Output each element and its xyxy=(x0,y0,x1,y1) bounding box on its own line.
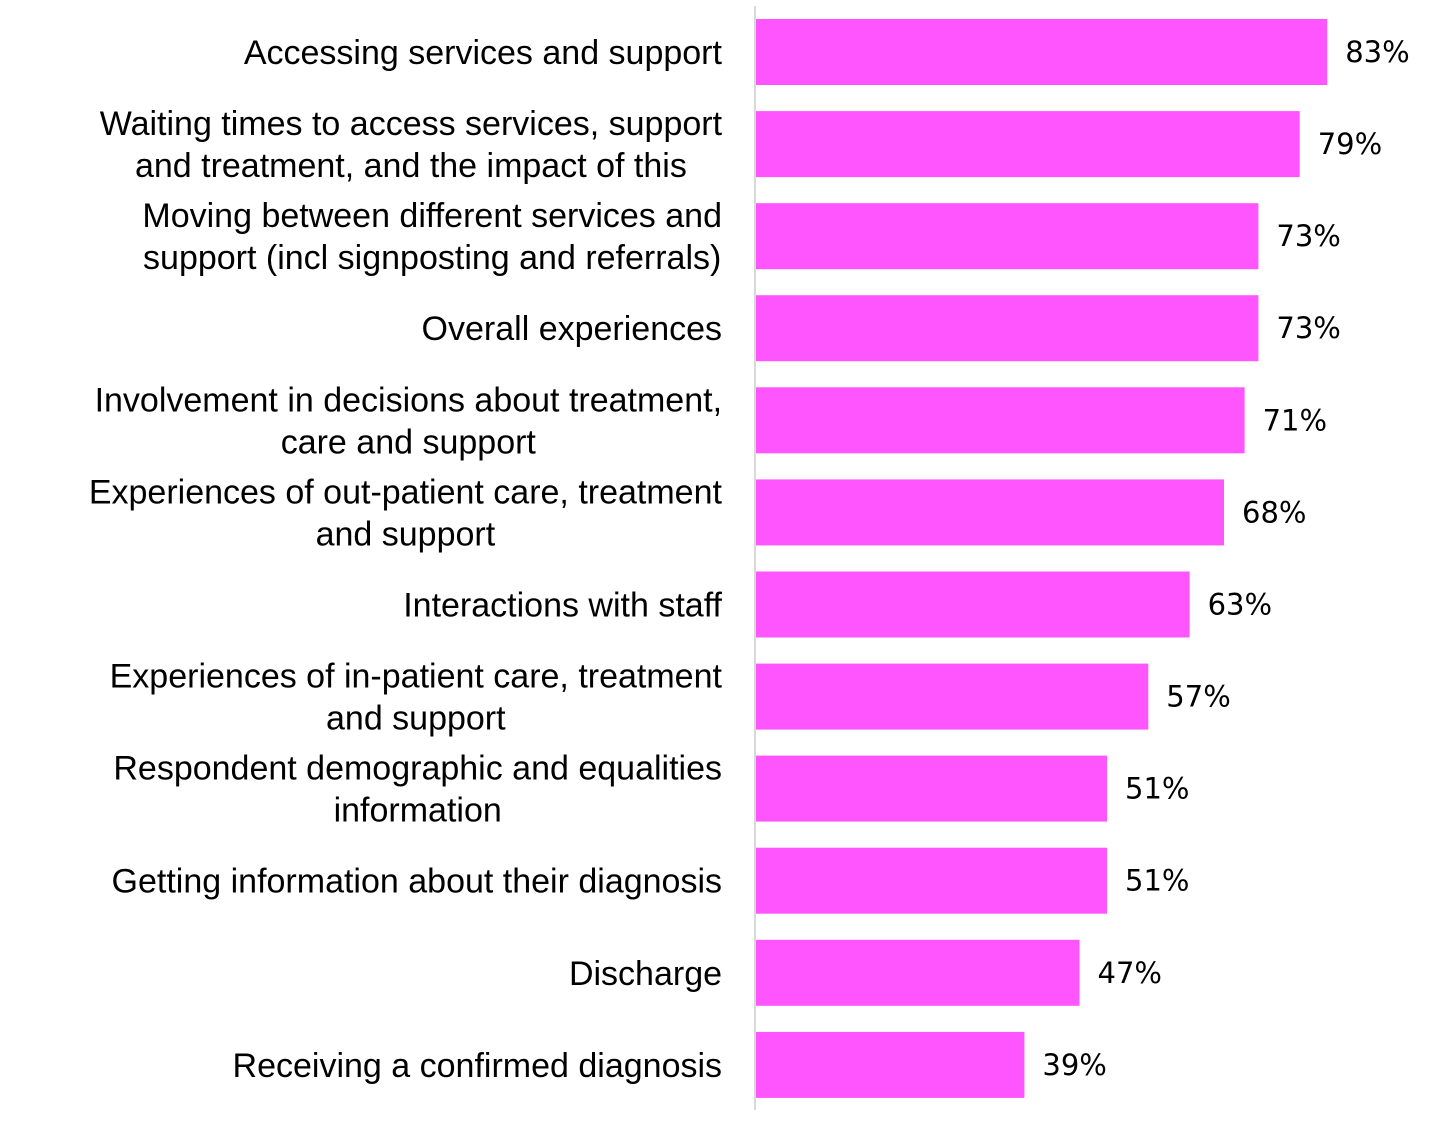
category-labels: Accessing services and support Waiting ti… xyxy=(89,34,723,1085)
category-label: Discharge xyxy=(569,955,722,993)
bar xyxy=(756,387,1245,454)
data-label: 73% xyxy=(1276,311,1340,345)
category-label-line: Getting information about their diagnosi… xyxy=(112,863,722,901)
category-label-line: Accessing services and support xyxy=(244,34,723,72)
category-label: Moving between different services and sup… xyxy=(142,197,722,277)
data-label: 71% xyxy=(1263,403,1327,437)
category-label-line: and support xyxy=(326,700,506,738)
category-label-line: Experiences of out-patient care, treatme… xyxy=(89,473,723,511)
value-labels: 83% 79% 73% 73% 71% 68% 63% 57% 51% 51% 47% 39% xyxy=(1042,35,1409,1082)
bar xyxy=(756,479,1224,546)
data-label: 47% xyxy=(1098,956,1162,990)
bar xyxy=(756,19,1328,85)
bar xyxy=(756,755,1107,822)
category-label: Waiting times to access services, suppor… xyxy=(100,105,723,185)
category-label-line: care and support xyxy=(281,423,537,461)
category-label-line: Moving between different services and xyxy=(142,197,722,235)
category-label: Experiences of in-patient care, treatmen… xyxy=(110,658,723,738)
data-label: 68% xyxy=(1242,495,1306,529)
category-label: Receiving a confirmed diagnosis xyxy=(233,1047,722,1085)
category-label-line: Overall experiences xyxy=(422,310,722,348)
category-label: Accessing services and support xyxy=(244,34,723,72)
category-label-line: Discharge xyxy=(569,955,722,993)
data-label: 83% xyxy=(1345,35,1409,69)
category-label-line: and treatment, and the impact of this xyxy=(135,147,687,185)
category-label: Involvement in decisions about treatment… xyxy=(95,381,722,461)
data-label: 63% xyxy=(1208,588,1272,622)
bar xyxy=(756,663,1149,730)
category-label-line: Involvement in decisions about treatment… xyxy=(95,381,722,419)
category-label: Experiences of out-patient care, treatme… xyxy=(89,473,723,553)
bar xyxy=(756,939,1080,1006)
category-label-line: information xyxy=(334,792,502,830)
category-label-line: Receiving a confirmed diagnosis xyxy=(233,1047,722,1085)
bar xyxy=(756,571,1190,638)
data-label: 79% xyxy=(1318,127,1382,161)
category-label-line: Experiences of in-patient care, treatmen… xyxy=(110,658,723,696)
bars xyxy=(756,19,1328,1098)
bar xyxy=(756,1031,1025,1098)
bar xyxy=(756,295,1259,362)
category-label-line: Respondent demographic and equalities xyxy=(113,750,722,788)
category-label-line: and support xyxy=(316,515,496,553)
bar xyxy=(756,111,1300,178)
bar xyxy=(756,203,1259,270)
data-label: 51% xyxy=(1125,864,1189,898)
data-label: 73% xyxy=(1276,219,1340,253)
category-label-line: support (incl signposting and referrals) xyxy=(143,239,721,277)
data-label: 57% xyxy=(1166,680,1230,714)
category-label: Getting information about their diagnosi… xyxy=(112,863,722,901)
bar xyxy=(756,847,1107,914)
category-label: Interactions with staff xyxy=(403,587,722,625)
category-label-line: Waiting times to access services, suppor… xyxy=(100,105,723,143)
category-label: Respondent demographic and equalities inf… xyxy=(113,750,722,830)
category-label: Overall experiences xyxy=(422,310,722,348)
category-label-line: Interactions with staff xyxy=(403,587,722,625)
data-label: 51% xyxy=(1125,772,1189,806)
data-label: 39% xyxy=(1042,1048,1106,1082)
